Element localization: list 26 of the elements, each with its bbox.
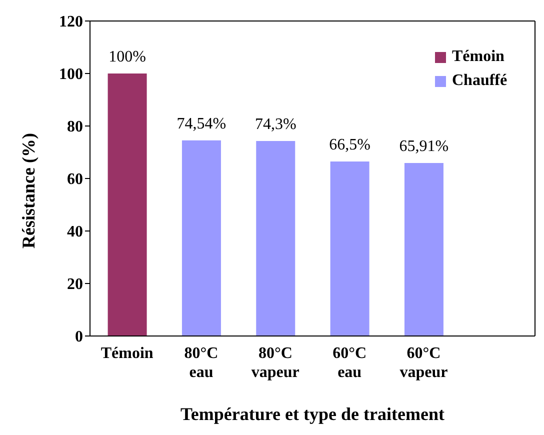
bar: [256, 140, 296, 336]
bar: [108, 74, 147, 336]
data-label: 74,54%: [176, 115, 226, 132]
bar: [404, 162, 444, 336]
y-tick-label: 0: [75, 328, 83, 346]
x-tick-label: 80°C vapeur: [251, 345, 300, 381]
data-label: 65,91%: [399, 138, 449, 155]
legend-label: Témoin: [452, 48, 504, 66]
x-axis-title: Température et type de traitement: [180, 404, 444, 424]
data-label: 100%: [108, 48, 146, 66]
y-tick-label: 20: [67, 276, 83, 294]
data-label: 74,3%: [254, 116, 296, 133]
bar: [330, 161, 370, 336]
x-tick-label: Témoin: [100, 345, 154, 362]
y-tick-label: 80: [67, 118, 83, 136]
legend-label: Chauffé: [452, 72, 508, 90]
bar: [182, 140, 221, 336]
y-tick-label: 60: [67, 171, 83, 188]
y-tick-label: 120: [59, 14, 83, 31]
y-axis-title: Résistance (%): [18, 133, 38, 248]
y-tick-label: 100: [59, 66, 83, 84]
data-label: 66,5%: [329, 136, 370, 154]
x-tick-label: 80°C eau: [184, 345, 218, 381]
x-tick-label: 60°C vapeur: [400, 345, 448, 381]
x-tick-label: 60°C eau: [332, 345, 367, 381]
y-tick-label: 40: [67, 224, 83, 241]
